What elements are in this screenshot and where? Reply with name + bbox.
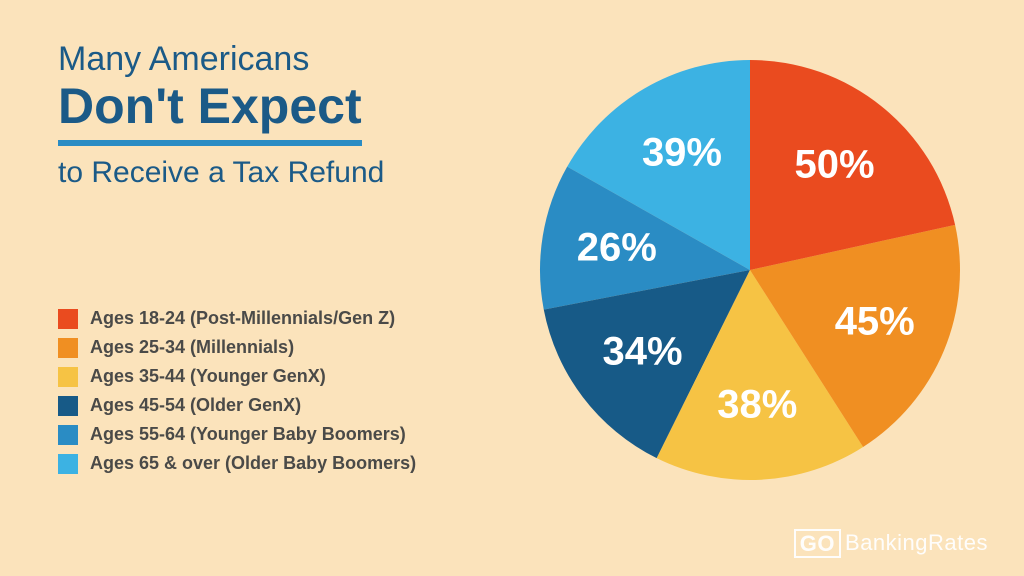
legend: Ages 18-24 (Post-Millennials/Gen Z) Ages… [58,308,416,482]
legend-swatch [58,396,78,416]
brand-logo: GO BankingRates [794,529,988,558]
legend-label: Ages 35-44 (Younger GenX) [90,366,326,387]
legend-label: Ages 55-64 (Younger Baby Boomers) [90,424,406,445]
logo-rest: BankingRates [845,530,988,556]
legend-swatch [58,425,78,445]
legend-item: Ages 65 & over (Older Baby Boomers) [58,453,416,474]
pie-label: 34% [602,329,682,374]
pie-label: 26% [577,226,657,271]
legend-swatch [58,309,78,329]
pie-label: 45% [835,299,915,344]
pie-label: 50% [795,142,875,187]
legend-item: Ages 35-44 (Younger GenX) [58,366,416,387]
pie-label: 39% [642,131,722,176]
legend-item: Ages 45-54 (Older GenX) [58,395,416,416]
pie-chart: 39% 26% 34% 38% 45% 50% [530,50,970,490]
logo-go: GO [794,529,841,558]
legend-swatch [58,367,78,387]
legend-swatch [58,454,78,474]
title-line3: to Receive a Tax Refund [58,156,384,190]
pie-label: 38% [717,382,797,427]
infographic-canvas: Many Americans Don't Expect to Receive a… [0,0,1024,576]
legend-label: Ages 45-54 (Older GenX) [90,395,301,416]
legend-label: Ages 25-34 (Millennials) [90,337,294,358]
title-block: Many Americans Don't Expect to Receive a… [58,40,384,190]
legend-label: Ages 18-24 (Post-Millennials/Gen Z) [90,308,395,329]
legend-item: Ages 25-34 (Millennials) [58,337,416,358]
legend-swatch [58,338,78,358]
title-line1: Many Americans [58,40,384,79]
legend-label: Ages 65 & over (Older Baby Boomers) [90,453,416,474]
title-line2: Don't Expect [58,79,362,146]
legend-item: Ages 55-64 (Younger Baby Boomers) [58,424,416,445]
legend-item: Ages 18-24 (Post-Millennials/Gen Z) [58,308,416,329]
